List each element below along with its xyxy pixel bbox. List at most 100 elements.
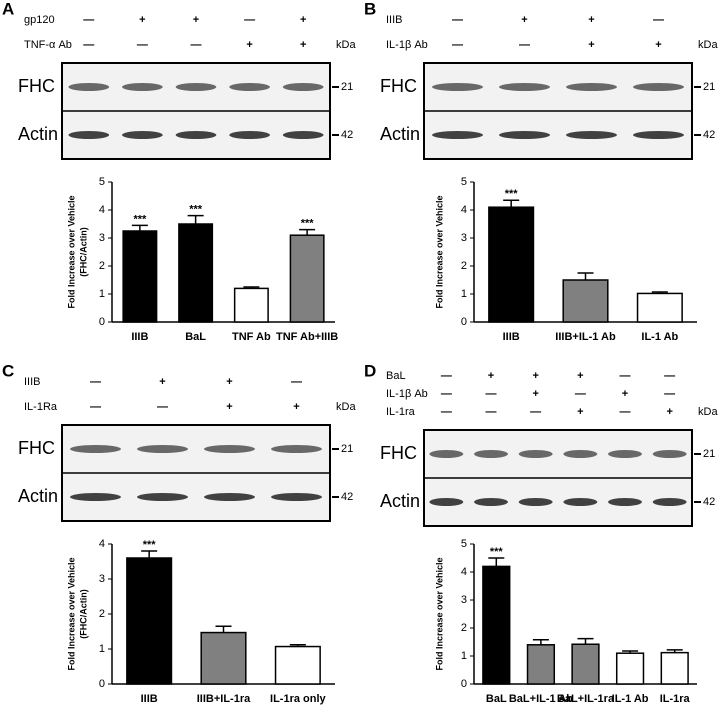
blot-band: [68, 83, 110, 91]
y-axis-label: (FHC/Actin): [78, 589, 88, 639]
blot-band: [271, 493, 322, 501]
x-tick-label: IIIB+IL-1 Ab: [555, 331, 616, 343]
y-tick-label: 3: [461, 594, 467, 606]
treatment-mark: +: [193, 14, 199, 26]
treatment-mark: +: [666, 406, 672, 418]
blot-band: [122, 131, 163, 139]
treatment-label: TNF-α Ab: [24, 39, 72, 51]
blot-band: [429, 450, 464, 458]
treatment-mark: —: [519, 39, 530, 51]
marker-label: 42: [703, 129, 715, 141]
y-tick-label: 0: [461, 678, 467, 690]
y-tick-label: 0: [461, 316, 467, 328]
x-tick-label: TNF Ab: [232, 331, 271, 343]
x-tick-label: BaL: [486, 693, 507, 705]
treatment-mark: —: [90, 401, 101, 413]
blot-band: [137, 493, 188, 501]
y-tick-label: 4: [99, 538, 105, 550]
blot-band: [432, 83, 483, 91]
blot-band: [608, 498, 642, 506]
blot-band: [499, 83, 550, 91]
treatment-mark: +: [226, 376, 232, 388]
blot-band: [518, 498, 553, 506]
blot-band: [563, 498, 598, 506]
blot-band: [204, 445, 255, 453]
x-tick-label: IIIB: [141, 693, 158, 705]
y-axis-label: Fold Increase over Vehicle: [434, 195, 444, 308]
treatment-mark: —: [664, 388, 675, 400]
bar: [571, 643, 600, 685]
y-tick-label: 3: [461, 232, 467, 244]
treatment-mark: +: [139, 14, 145, 26]
y-tick-label: 3: [99, 573, 105, 585]
treatment-label: IIIB: [386, 14, 403, 26]
y-tick-label: 2: [99, 260, 105, 272]
treatment-mark: —: [441, 388, 452, 400]
y-axis-label: Fold Increase over Vehicle: [434, 557, 444, 670]
blot-band: [566, 131, 617, 139]
panel-letter: B: [364, 0, 376, 18]
blot-band: [68, 131, 110, 139]
marker-label: 21: [341, 81, 353, 93]
treatment-label: gp120: [24, 14, 55, 26]
marker-label: 21: [703, 448, 715, 460]
blot-band: [70, 445, 121, 453]
treatment-label: IL-1Ra: [24, 401, 58, 413]
treatment-mark: —: [486, 388, 497, 400]
blot-band: [122, 83, 163, 91]
y-axis-label: Fold Increase over Vehicle: [66, 557, 76, 670]
bar: [562, 279, 609, 323]
treatment-mark: —: [90, 376, 101, 388]
y-tick-label: 4: [461, 566, 467, 578]
blot-band: [175, 83, 217, 91]
treatment-mark: —: [575, 388, 586, 400]
bar: [636, 292, 683, 323]
marker-label: 42: [341, 491, 353, 503]
x-tick-label: IIIB+IL-1ra: [197, 693, 251, 705]
treatment-mark: —: [137, 39, 148, 51]
y-tick-label: 2: [99, 608, 105, 620]
band-label: FHC: [380, 443, 417, 463]
significance-label: ***: [490, 546, 504, 558]
x-tick-label: IIIB: [503, 331, 520, 343]
x-tick-label: BaL: [185, 331, 206, 343]
marker-label: 42: [703, 496, 715, 508]
treatment-mark: +: [521, 14, 527, 26]
x-tick-label: IL-1 Ab: [641, 331, 678, 343]
treatment-mark: +: [300, 14, 306, 26]
bar: [289, 234, 325, 323]
x-tick-label: IL-1 Ab: [612, 693, 649, 705]
treatment-mark: —: [191, 39, 202, 51]
treatment-mark: —: [620, 370, 631, 382]
treatment-label: IIIB: [24, 376, 41, 388]
treatment-mark: —: [244, 14, 255, 26]
x-tick-label: IIIB: [131, 331, 148, 343]
treatment-mark: +: [488, 370, 494, 382]
treatment-mark: —: [83, 14, 94, 26]
y-tick-label: 1: [99, 643, 105, 655]
y-tick-label: 1: [461, 288, 467, 300]
blot-band: [282, 83, 324, 91]
bar: [660, 651, 689, 685]
treatment-mark: —: [530, 406, 541, 418]
y-tick-label: 1: [461, 650, 467, 662]
blot-band: [70, 493, 121, 501]
band-label: Actin: [380, 491, 420, 511]
panel-letter: C: [2, 361, 14, 380]
blot-band: [229, 83, 270, 91]
treatment-mark: —: [452, 39, 463, 51]
blot-band: [608, 450, 642, 458]
band-label: FHC: [18, 438, 55, 458]
significance-label: ***: [301, 218, 315, 230]
bar: [488, 206, 535, 323]
significance-label: ***: [133, 213, 147, 225]
blot-band: [429, 498, 464, 506]
panel-letter: A: [2, 0, 14, 18]
treatment-mark: +: [300, 39, 306, 51]
treatment-mark: +: [246, 39, 252, 51]
bar: [200, 631, 247, 685]
bar: [122, 230, 158, 323]
bar: [482, 565, 511, 685]
blot-band: [271, 445, 322, 453]
